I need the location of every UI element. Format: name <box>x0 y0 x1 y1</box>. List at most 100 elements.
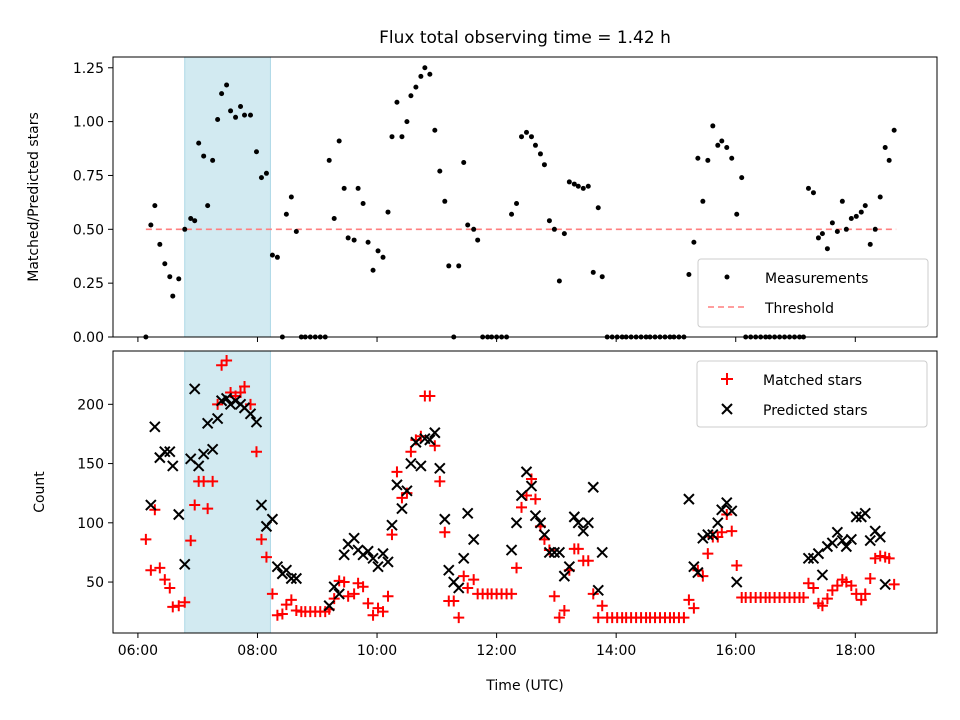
measurement-point <box>242 112 248 118</box>
predicted-star-point <box>405 457 417 470</box>
predicted-star-point <box>568 511 581 523</box>
matched-star-point <box>558 604 570 616</box>
measurement-point <box>471 226 477 232</box>
measurement-point <box>413 84 419 90</box>
measurement-point <box>566 179 572 185</box>
matched-star-point <box>587 588 599 600</box>
measurement-point <box>365 239 371 245</box>
bottom-y-axis-label: Count <box>32 471 48 513</box>
predicted-star-point <box>285 572 298 585</box>
measurement-point <box>326 157 332 163</box>
matched-star-point <box>458 570 470 582</box>
measurement-point <box>148 222 154 228</box>
measurement-point <box>408 93 414 99</box>
measurement-point <box>233 114 239 120</box>
predicted-star-point <box>197 448 210 460</box>
predicted-star-point <box>812 547 825 560</box>
matched-star-point <box>731 559 743 571</box>
predicted-star-point <box>816 569 829 581</box>
predicted-star-point <box>831 526 844 538</box>
matched-star-point <box>415 430 427 442</box>
matched-star-point <box>816 600 828 612</box>
top-axes-frame <box>112 56 938 338</box>
measurement-point <box>345 235 351 241</box>
measurement-point <box>819 231 825 237</box>
matched-star-point <box>826 584 838 596</box>
matched-star-point <box>726 525 738 537</box>
matched-star-point <box>342 590 354 602</box>
predicted-star-point <box>348 532 360 544</box>
predicted-star-point <box>362 545 374 557</box>
measurement-point <box>157 241 163 247</box>
matched-star-point <box>333 575 345 587</box>
matched-star-point <box>439 526 451 538</box>
matched-star-point <box>821 593 833 605</box>
predicted-star-point <box>683 493 695 505</box>
measurement-point <box>389 134 395 140</box>
matched-star-point <box>396 492 408 504</box>
matched-star-point <box>367 609 379 621</box>
measurement-point <box>461 160 467 166</box>
measurement-point <box>442 198 448 204</box>
measurement-point <box>710 123 716 129</box>
predicted-star-point <box>859 507 871 520</box>
matched-star-point <box>888 578 900 590</box>
measurement-point <box>686 272 692 278</box>
matched-star-point <box>185 535 197 547</box>
predicted-star-point <box>534 517 547 529</box>
bottom-axes-frame <box>112 350 938 634</box>
bottom-y-tick-label: 150 <box>77 457 104 473</box>
top-legend: Measurements Threshold <box>697 258 929 328</box>
measurement-point <box>561 231 567 237</box>
predicted-star-point <box>688 560 700 573</box>
bottom-legend-box <box>696 360 928 428</box>
measurement-point <box>418 73 424 79</box>
predicted-star-point <box>702 528 714 541</box>
matched-star-point <box>202 503 214 515</box>
matched-star-point <box>529 493 541 505</box>
matched-star-point <box>802 577 814 589</box>
predicted-star-point <box>410 436 422 448</box>
matched-star-point <box>290 604 302 616</box>
measurement-point <box>432 127 438 133</box>
matched-star-point <box>572 543 584 555</box>
predicted-star-point <box>582 517 594 529</box>
predicted-star-point <box>323 600 335 612</box>
measurement-point <box>182 226 188 232</box>
predicted-star-point <box>179 558 191 570</box>
measurement-point <box>385 209 391 215</box>
measurement-point <box>523 129 529 135</box>
predicted-star-point <box>167 460 179 472</box>
predicted-star-point <box>697 532 709 544</box>
matched-star-point <box>434 475 446 487</box>
predicted-star-point <box>367 552 379 565</box>
matched-star-point <box>207 475 219 487</box>
predicted-star-point <box>429 427 441 439</box>
measurement-point <box>805 185 811 191</box>
predicted-star-point <box>864 534 876 547</box>
measurement-point <box>700 198 706 204</box>
legend-marker-measurements <box>724 274 730 280</box>
predicted-star-point <box>439 513 451 525</box>
matched-star-point <box>348 588 360 600</box>
measurement-point <box>288 194 294 200</box>
matched-star-point <box>189 499 201 511</box>
predicted-star-point <box>229 395 242 407</box>
measurement-point <box>705 157 711 163</box>
top-y-tick-label: 1.25 <box>73 61 104 77</box>
top-y-tick-label: 0.50 <box>73 222 104 238</box>
measurement-point <box>456 263 462 269</box>
predicted-star-point <box>596 546 608 559</box>
measurement-point <box>224 82 230 88</box>
matched-star-point <box>855 594 867 606</box>
predicted-star-point <box>840 540 853 553</box>
matched-star-point <box>167 601 179 613</box>
matched-star-point <box>271 609 283 621</box>
measurement-point <box>715 142 721 148</box>
measurement-point <box>336 138 342 144</box>
predicted-star-point <box>377 547 389 560</box>
measurement-point <box>599 274 605 280</box>
predicted-star-point <box>874 531 886 543</box>
matched-star-point <box>553 612 565 624</box>
